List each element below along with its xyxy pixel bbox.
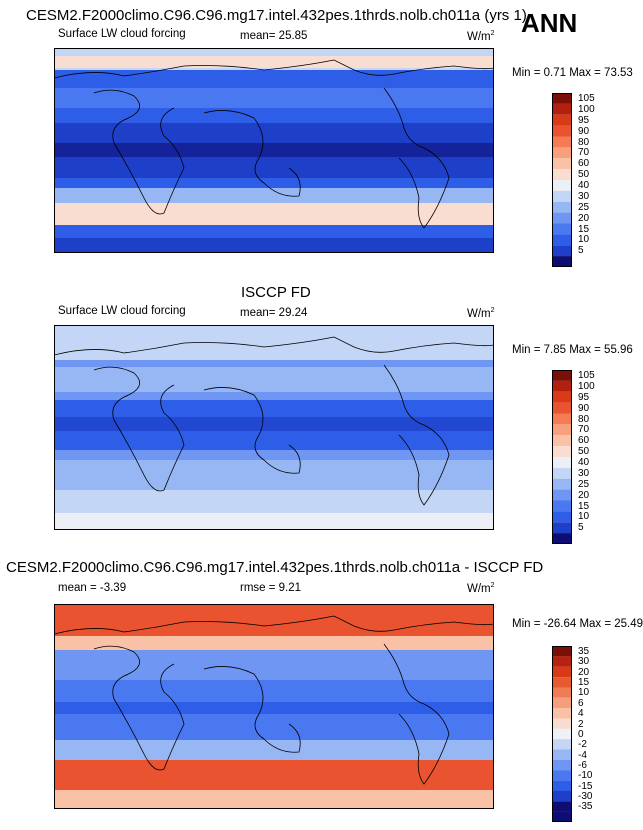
panel2-units: W/m2 [467,307,495,320]
map-frame [54,325,494,530]
cbar1-tick: 70 [578,147,590,159]
cbar2-tick: 50 [578,446,590,458]
cbar3-tick: 15 [578,677,590,689]
map-frame [54,48,494,253]
panel2-colorbar-swatches [552,370,572,544]
cbar3-tick: -30 [578,790,593,802]
cbar1-tick: 10 [578,234,590,246]
panel1-units: W/m2 [467,30,495,43]
arctic-warm-band [54,56,494,68]
map-frame [54,604,494,809]
cbar2-tick: 95 [578,391,590,403]
panel3-mean: mean = -3.39 [58,582,127,594]
southern-ocean-band [54,760,494,790]
cbar1-tick: 90 [578,125,590,137]
nh-midlat-band [54,88,494,108]
cbar1-tick: 40 [578,180,590,191]
panel1-title: CESM2.F2000climo.C96.C96.mg17.intel.432p… [26,7,527,24]
cbar3-tick: -4 [578,749,587,761]
cbar2-tick: 30 [578,467,590,479]
cbar2-tick: 25 [578,478,590,490]
cbar3-tick: -10 [578,770,593,782]
coastlines [54,59,494,229]
cbar2-tick: 60 [578,435,590,447]
cbar2-tick: 20 [578,489,590,501]
cbar2-tick: 90 [578,402,590,414]
cbar3-tick: 2 [578,718,584,730]
cbar1-tick: 95 [578,114,590,126]
itcz-band [54,417,494,431]
panel2-mean: mean= 29.24 [240,307,308,319]
panel2-minmax: Min = 7.85 Max = 55.96 [512,344,633,356]
panel3-map [54,604,494,809]
panel2-map [54,325,494,530]
cbar2-tick: 105 [578,370,595,381]
cbar3-tick: 6 [578,697,584,709]
panel2-colorbar [552,370,572,549]
cbar1-tick: 100 [578,103,595,115]
panel3-minmax: Min = -26.64 Max = 25.49 [512,618,643,630]
cbar3-tick: 30 [578,656,590,668]
nh-transition-band [54,636,494,650]
cbar2-tick: 10 [578,511,590,523]
arctic-band [54,325,494,360]
antarctic-band [54,790,494,809]
antarctic-low-band [54,238,494,253]
cbar3-tick: -15 [578,780,593,792]
nh-midlat-band [54,367,494,392]
cbar3-tick: 35 [578,646,590,657]
cbar2-tick: 40 [578,457,590,468]
coastlines [54,336,494,506]
cbar2-tick: 100 [578,380,595,392]
cbar2-tick: 80 [578,413,590,425]
cbar1-tick: 60 [578,158,590,170]
cbar1-tick: 15 [578,223,590,235]
cbar3-tick: 4 [578,708,584,720]
panel3-title: CESM2.F2000climo.C96.C96.mg17.intel.432p… [6,559,544,576]
panel3-rmse: rmse = 9.21 [240,582,302,594]
arctic-band [54,604,494,636]
panel1-mean: mean= 25.85 [240,30,308,42]
panel3-colorbar-swatches [552,646,572,822]
cbar1-tick: 80 [578,136,590,148]
cbar2-tick: 15 [578,500,590,512]
panel1-map [54,48,494,253]
cbar3-tick: 20 [578,666,590,678]
cbar3-tick: -6 [578,759,587,771]
itcz-band [54,143,494,157]
itcz-band [54,702,494,714]
antarctic-band [54,513,494,530]
cbar3-tick: -35 [578,801,593,813]
panel1-colorbar-swatches [552,93,572,267]
sh-midlat-band [54,460,494,490]
cbar3-tick: 0 [578,728,584,740]
cbar1-tick: 105 [578,93,595,104]
cbar3-tick: 10 [578,687,590,699]
panel2-title: ISCCP FD [241,284,311,301]
panel3-colorbar [552,646,572,827]
panel2-variable: Surface LW cloud forcing [58,305,186,317]
panel3-units: W/m2 [467,582,495,595]
panel1-variable: Surface LW cloud forcing [58,28,186,40]
panel1-minmax: Min = 0.71 Max = 73.53 [512,67,633,79]
cbar1-tick: 25 [578,201,590,213]
cbar1-tick: 30 [578,190,590,202]
nh-midlat-band [54,650,494,680]
season-label: ANN [521,8,578,38]
southern-ocean-band [54,203,494,225]
cbar1-tick: 50 [578,169,590,181]
cbar3-tick: -2 [578,739,587,751]
cbar2-tick: 5 [578,522,584,534]
panel1-colorbar [552,93,572,272]
coastlines [54,615,494,785]
cbar2-tick: 70 [578,424,590,436]
cbar1-tick: 20 [578,212,590,224]
sh-transition-band [54,740,494,760]
cbar1-tick: 5 [578,245,584,257]
